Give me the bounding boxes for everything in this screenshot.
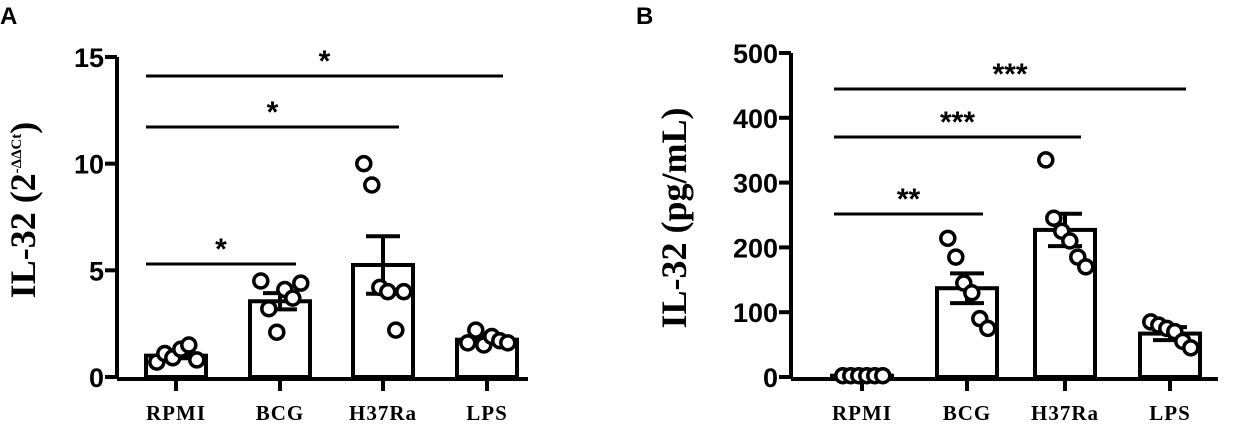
panel-a-y-tick-label: 15 (74, 43, 104, 73)
panel-a-data-point (292, 274, 310, 292)
panel-b-data-point (1182, 339, 1200, 357)
panel-a-data-point (284, 289, 302, 307)
panel-b-data-point (874, 366, 892, 385)
panel-a-data-point (363, 176, 381, 194)
panel-a-category-label: RPMI (146, 401, 206, 425)
panel-a: A IL-32 (2-ΔΔCt) 0 5 10 15 RPMI BCG H37Ra LPS * *… (0, 3, 528, 425)
panel-a-significance-label: * (267, 96, 279, 129)
panel-b-y-tick-label: 0 (763, 363, 778, 393)
panel-b-data-point (1045, 209, 1063, 227)
panel-b-category-label: BCG (943, 401, 992, 425)
panel-a-data-point (188, 351, 206, 369)
panel-a-y-axis-label: IL-32 (2-ΔΔCt) (3, 122, 43, 299)
panel-b-letter: B (636, 3, 653, 30)
panel-a-y-tick-label: 5 (89, 256, 104, 286)
panel-a-data-point (395, 282, 413, 301)
panel-b-y-tick-label: 200 (733, 233, 778, 263)
panel-b-data-point (979, 319, 997, 338)
panel-b-data-point (1077, 258, 1095, 276)
panel-b-data-point (939, 229, 957, 248)
panel-a-data-point (252, 272, 270, 290)
panel-a-data-point (268, 323, 286, 341)
panel-b-data-point (947, 248, 965, 266)
panel-b-category-label: H37Ra (1031, 401, 1099, 425)
panel-a-data-point (355, 154, 373, 173)
panel-a-data-point (379, 282, 397, 301)
panel-a-data-point (499, 334, 517, 352)
panel-b-data-point (963, 284, 981, 302)
panel-b-y-tick-label: 400 (733, 104, 778, 134)
panel-b-y-axis-label: IL-32 (pg/mL) (654, 107, 694, 328)
panel-b-y-tick-label: 300 (733, 169, 778, 199)
panel-a-letter: A (0, 3, 17, 30)
panel-b-bar-h37ra (1033, 227, 1097, 379)
panel-b: B IL-32 (pg/mL) 0 100 200 300 400 500 RPMI BCG H… (636, 3, 1218, 425)
panel-a-data-point (467, 321, 485, 339)
panel-a-y-tick-label: 0 (89, 363, 104, 393)
panel-a-data-point (387, 321, 405, 339)
panel-b-y-tick-label: 500 (733, 39, 778, 69)
panel-b-significance-label: *** (992, 58, 1027, 91)
panel-a-category-label: BCG (256, 401, 305, 425)
panel-b-category-label: LPS (1149, 401, 1191, 425)
panel-a-significance-label: * (215, 233, 227, 266)
panel-b-significance-label: ** (897, 183, 921, 216)
panel-b-data-point (1061, 232, 1079, 250)
panel-a-category-label: H37Ra (349, 401, 417, 425)
panel-a-y-tick-label: 10 (74, 150, 104, 180)
panel-b-data-point (1037, 151, 1055, 169)
panel-b-category-label: RPMI (832, 401, 892, 425)
panel-a-category-label: LPS (466, 401, 508, 425)
panel-a-data-point (180, 336, 198, 354)
panel-b-significance-label: *** (940, 106, 975, 139)
panel-a-data-point (260, 299, 278, 318)
panel-a-data-point (459, 334, 477, 352)
panel-b-y-tick-label: 100 (733, 298, 778, 328)
panel-a-significance-label: * (319, 45, 331, 78)
